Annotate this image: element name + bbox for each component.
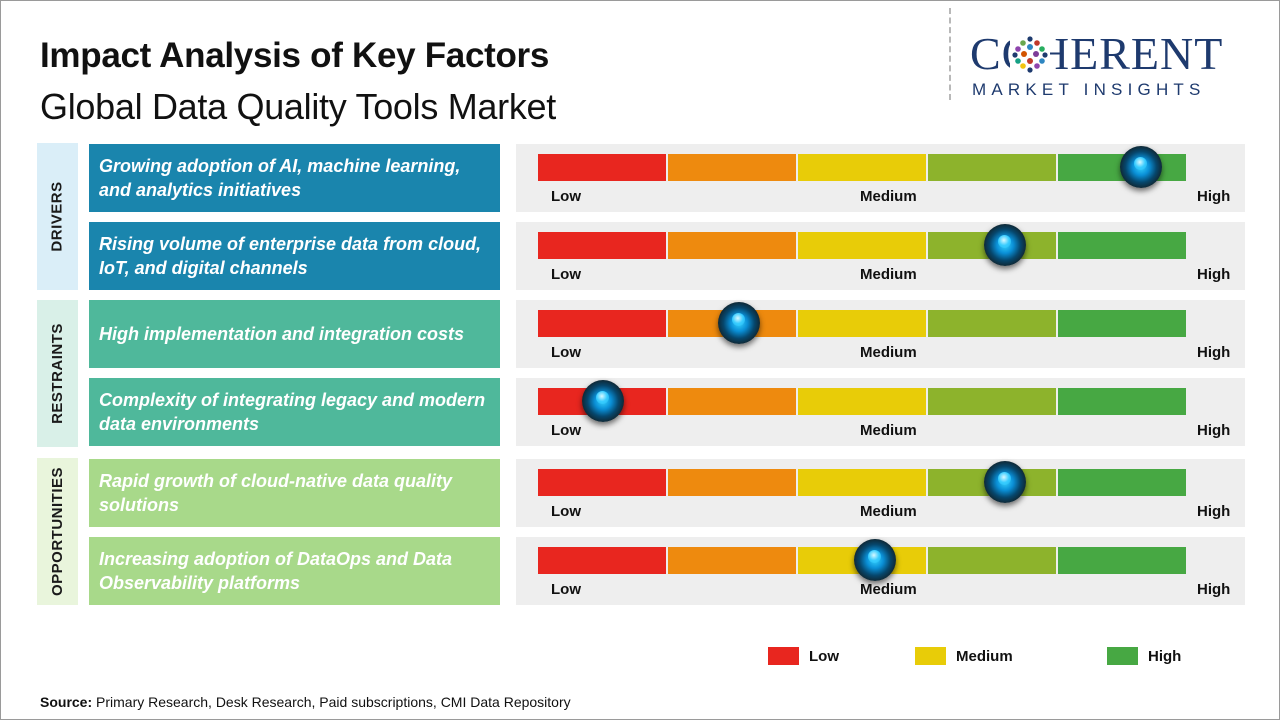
gauge-segment (1058, 232, 1186, 259)
category-label: OPPORTUNITIES (49, 466, 67, 597)
logo-divider (949, 8, 951, 100)
gauge-segment (668, 232, 796, 259)
impact-marker (983, 224, 1026, 266)
page-subtitle: Global Data Quality Tools Market (40, 86, 556, 127)
gauge-segment (668, 547, 796, 574)
gauge-segment (668, 154, 796, 181)
impact-panel: Low Medium High (516, 378, 1245, 446)
gauge-segment (538, 547, 666, 574)
source-text: Primary Research, Desk Research, Paid su… (96, 694, 571, 710)
gauge-segment (798, 154, 926, 181)
gauge-segment (538, 310, 666, 337)
scale-label-medium: Medium (860, 344, 917, 361)
scale-label-low: Low (551, 344, 581, 361)
scale-label-low: Low (551, 581, 581, 598)
company-logo: COHERENT MARKET INSIGHTS (970, 30, 1260, 100)
scale-label-low: Low (551, 188, 581, 205)
legend-label: Low (809, 647, 839, 665)
impact-panel: Low Medium High (516, 144, 1245, 212)
gauge-segment (798, 388, 926, 415)
factor-label: Growing adoption of AI, machine learning… (89, 144, 500, 212)
impact-marker (983, 461, 1026, 503)
legend-high: High (1107, 647, 1181, 665)
gauge-segment (538, 469, 666, 496)
scale-label-medium: Medium (860, 422, 917, 439)
gauge-segment (928, 388, 1056, 415)
legend-swatch (915, 647, 946, 665)
category-drivers: DRIVERS (37, 143, 78, 290)
factor-label: Rapid growth of cloud-native data qualit… (89, 459, 500, 527)
scale-label-high: High (1197, 422, 1231, 439)
scale-label-high: High (1197, 344, 1231, 361)
impact-panel: Low Medium High (516, 537, 1245, 605)
impact-gauge (538, 232, 1186, 259)
scale-label-medium: Medium (860, 503, 917, 520)
scale-label-medium: Medium (860, 266, 917, 283)
impact-gauge (538, 469, 1186, 496)
gauge-segment (538, 232, 666, 259)
logo-tagline: MARKET INSIGHTS (972, 80, 1206, 99)
impact-panel: Low Medium High (516, 222, 1245, 290)
scale-label-medium: Medium (860, 581, 917, 598)
scale-label-high: High (1197, 581, 1231, 598)
factor-label: High implementation and integration cost… (89, 300, 500, 368)
impact-gauge (538, 310, 1186, 337)
gauge-segment (798, 469, 926, 496)
gauge-segment (928, 154, 1056, 181)
category-opportunities: OPPORTUNITIES (37, 458, 78, 605)
source-label: Source: (40, 694, 93, 710)
category-label: DRIVERS (49, 181, 66, 252)
impact-gauge (538, 388, 1186, 415)
gauge-segment (928, 547, 1056, 574)
factor-label: Rising volume of enterprise data from cl… (89, 222, 500, 290)
gauge-segment (798, 232, 926, 259)
scale-label-medium: Medium (860, 188, 917, 205)
page-title: Impact Analysis of Key Factors (40, 36, 550, 75)
scale-label-low: Low (551, 503, 581, 520)
category-restraints: RESTRAINTS (37, 300, 78, 447)
gauge-segment (538, 154, 666, 181)
scale-label-low: Low (551, 266, 581, 283)
scale-label-high: High (1197, 188, 1231, 205)
logo-wordmark: COHERENT (970, 28, 1224, 79)
factor-label: Increasing adoption of DataOps and Data … (89, 537, 500, 605)
source-note: Source: Primary Research, Desk Research,… (40, 694, 571, 710)
scale-label-high: High (1197, 503, 1231, 520)
impact-marker (1119, 146, 1162, 188)
impact-panel: Low Medium High (516, 300, 1245, 368)
legend-low: Low (768, 647, 839, 665)
impact-panel: Low Medium High (516, 459, 1245, 527)
legend-swatch (1107, 647, 1138, 665)
impact-marker (853, 539, 896, 581)
legend-medium: Medium (915, 647, 1013, 665)
scale-label-low: Low (551, 422, 581, 439)
gauge-segment (798, 310, 926, 337)
gauge-segment (1058, 469, 1186, 496)
gauge-segment (1058, 547, 1186, 574)
impact-marker (717, 302, 760, 344)
gauge-segment (1058, 388, 1186, 415)
gauge-segment (1058, 310, 1186, 337)
impact-marker (581, 380, 624, 422)
impact-gauge (538, 154, 1186, 181)
legend-label: Medium (956, 647, 1013, 665)
gauge-segment (928, 310, 1056, 337)
category-label: RESTRAINTS (49, 323, 66, 424)
legend-label: High (1148, 647, 1182, 665)
factor-label: Complexity of integrating legacy and mod… (89, 378, 500, 446)
gauge-segment (668, 388, 796, 415)
legend-swatch (768, 647, 799, 665)
gauge-segment (668, 469, 796, 496)
logo-dots-icon (1010, 34, 1050, 74)
scale-label-high: High (1197, 266, 1231, 283)
